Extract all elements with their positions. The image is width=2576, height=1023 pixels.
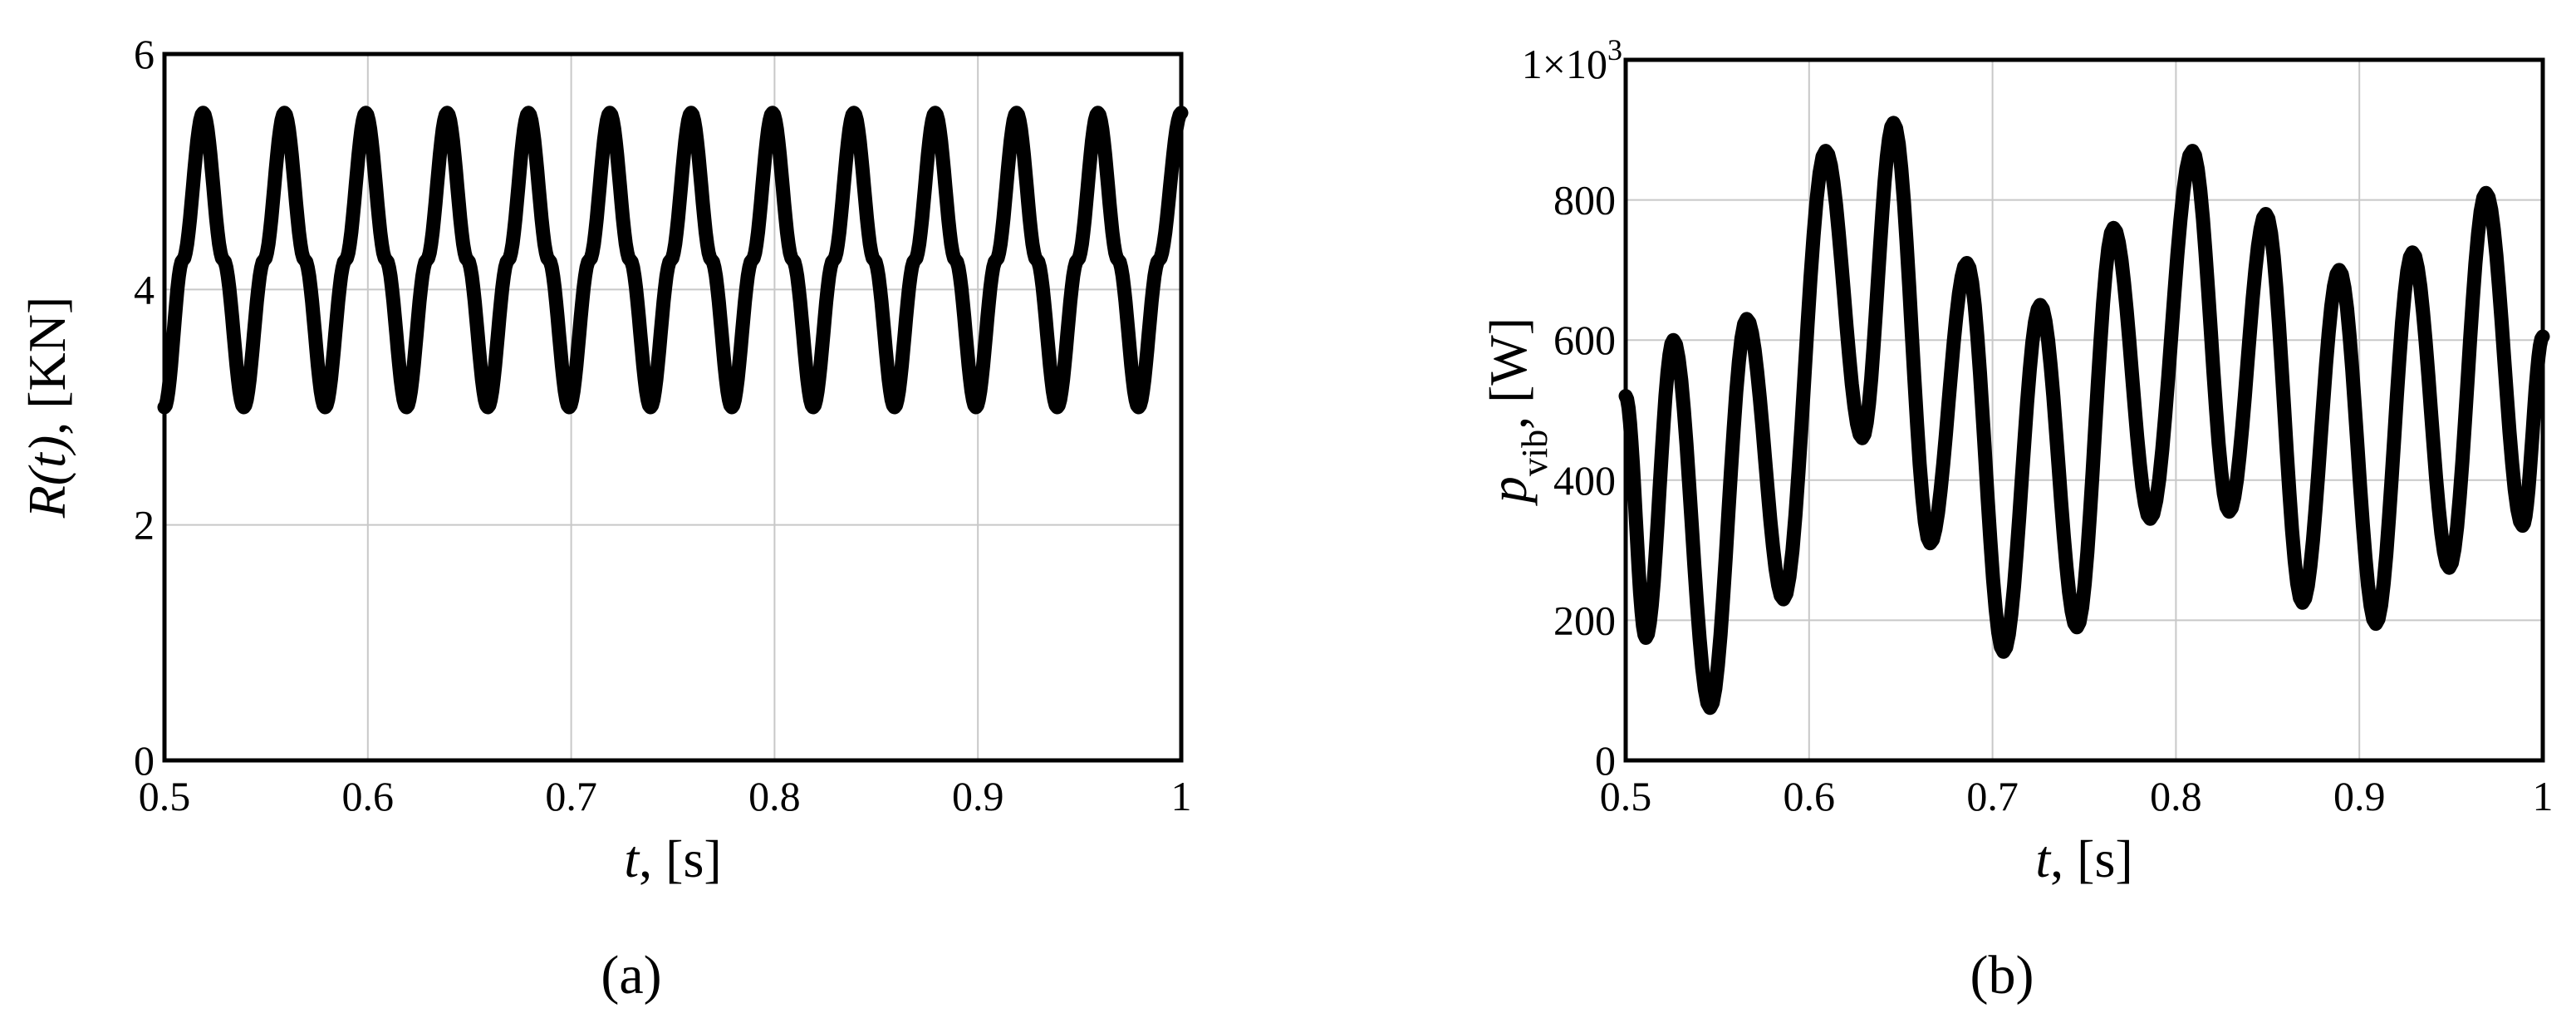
panel-label-a: (a) bbox=[601, 945, 661, 1006]
y-tick-label: 200 bbox=[1553, 597, 1616, 643]
panel-label-b: (b) bbox=[1970, 945, 2034, 1006]
y-axis-var-b: p bbox=[1479, 476, 1538, 506]
y-tick-label: 400 bbox=[1553, 457, 1616, 504]
x-tick-label: 0.6 bbox=[1784, 773, 1836, 819]
x-ticks-b: 0.5 0.6 0.7 0.8 0.9 1 bbox=[1600, 773, 2554, 819]
y-tick-label: 2 bbox=[134, 502, 155, 548]
y-tick-label: 1×103 bbox=[1522, 33, 1622, 87]
x-axis-unit-b: , [s] bbox=[2050, 829, 2133, 888]
y-tick-label-base: 1×10 bbox=[1522, 41, 1607, 87]
x-tick-label: 0.9 bbox=[952, 773, 1004, 819]
x-axis-var-b: t bbox=[2035, 829, 2052, 888]
plot-frame-a bbox=[162, 52, 1184, 763]
x-axis-label-a: t, [s] bbox=[624, 829, 721, 888]
series-line bbox=[157, 106, 1189, 415]
x-tick-label: 0.7 bbox=[545, 773, 597, 819]
y-tick-label: 600 bbox=[1553, 317, 1616, 363]
x-tick-label: 1 bbox=[1171, 773, 1192, 819]
x-axis-var-a: t bbox=[624, 829, 640, 888]
y-tick-label-exponent: 3 bbox=[1607, 33, 1622, 66]
x-axis-unit-a: , [s] bbox=[639, 829, 722, 888]
x-tick-label: 0.6 bbox=[342, 773, 395, 819]
y-axis-var-a: R(t) bbox=[17, 435, 76, 519]
y-axis-label-b: pvib, [W] bbox=[1479, 317, 1555, 506]
x-tick-label: 1 bbox=[2533, 773, 2554, 819]
x-tick-label: 0.5 bbox=[1600, 773, 1652, 819]
y-axis-unit-a: , [KN] bbox=[17, 297, 76, 435]
y-tick-label: 0 bbox=[1595, 737, 1616, 784]
x-tick-label: 0.5 bbox=[139, 773, 191, 819]
x-axis-label-b: t, [s] bbox=[2035, 829, 2132, 888]
y-axis-unit-b: , [W] bbox=[1479, 317, 1538, 430]
x-tick-label: 0.7 bbox=[1966, 773, 2019, 819]
series-layer-a bbox=[157, 106, 1189, 415]
y-tick-label: 6 bbox=[134, 31, 155, 77]
x-ticks-a: 0.5 0.6 0.7 0.8 0.9 1 bbox=[139, 773, 1192, 819]
y-tick-label: 4 bbox=[134, 266, 155, 312]
plot-frame-b bbox=[1623, 57, 2545, 763]
x-tick-label: 0.8 bbox=[748, 773, 801, 819]
series-line bbox=[1618, 116, 2550, 716]
series-layer-b bbox=[1618, 116, 2550, 716]
y-tick-label: 800 bbox=[1553, 177, 1616, 224]
y-tick-label: 0 bbox=[134, 737, 155, 784]
y-ticks-a: 0 2 4 6 bbox=[134, 31, 155, 784]
x-tick-label: 0.9 bbox=[2333, 773, 2386, 819]
y-ticks-b: 0 200 400 600 800 1×103 bbox=[1522, 33, 1622, 784]
y-axis-sub-b: vib bbox=[1514, 430, 1555, 476]
y-axis-label-a: R(t), [KN] bbox=[17, 297, 76, 519]
x-tick-label: 0.8 bbox=[2150, 773, 2202, 819]
